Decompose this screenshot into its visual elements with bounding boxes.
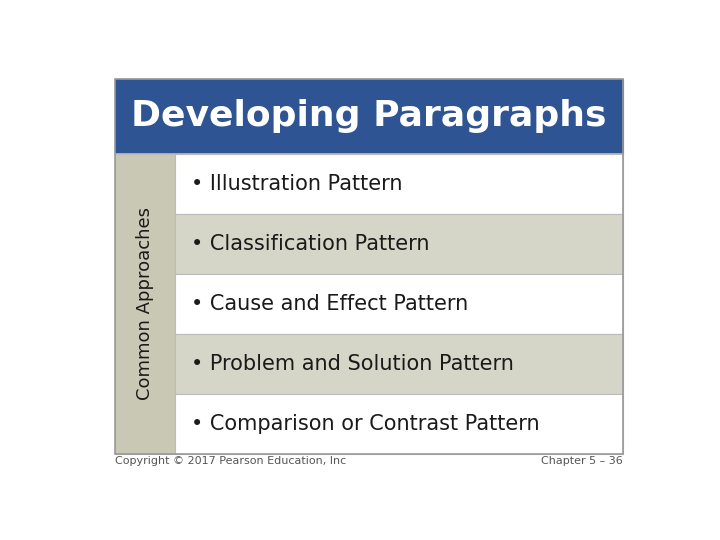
Bar: [175, 394, 624, 454]
Bar: [114, 79, 624, 154]
Text: Common Approaches: Common Approaches: [136, 207, 154, 400]
Bar: [114, 153, 624, 154]
Text: • Illustration Pattern: • Illustration Pattern: [191, 174, 402, 194]
Text: • Cause and Effect Pattern: • Cause and Effect Pattern: [191, 294, 468, 314]
Bar: [175, 214, 624, 274]
Bar: [175, 154, 624, 214]
Text: • Problem and Solution Pattern: • Problem and Solution Pattern: [191, 354, 513, 374]
Text: Developing Paragraphs: Developing Paragraphs: [131, 99, 607, 133]
Text: • Classification Pattern: • Classification Pattern: [191, 234, 429, 254]
Text: • Comparison or Contrast Pattern: • Comparison or Contrast Pattern: [191, 414, 539, 434]
Text: Chapter 5 – 36: Chapter 5 – 36: [541, 456, 624, 467]
Bar: [114, 154, 175, 454]
Text: Copyright © 2017 Pearson Education, Inc: Copyright © 2017 Pearson Education, Inc: [114, 456, 346, 467]
Bar: [175, 334, 624, 394]
Bar: [175, 274, 624, 334]
